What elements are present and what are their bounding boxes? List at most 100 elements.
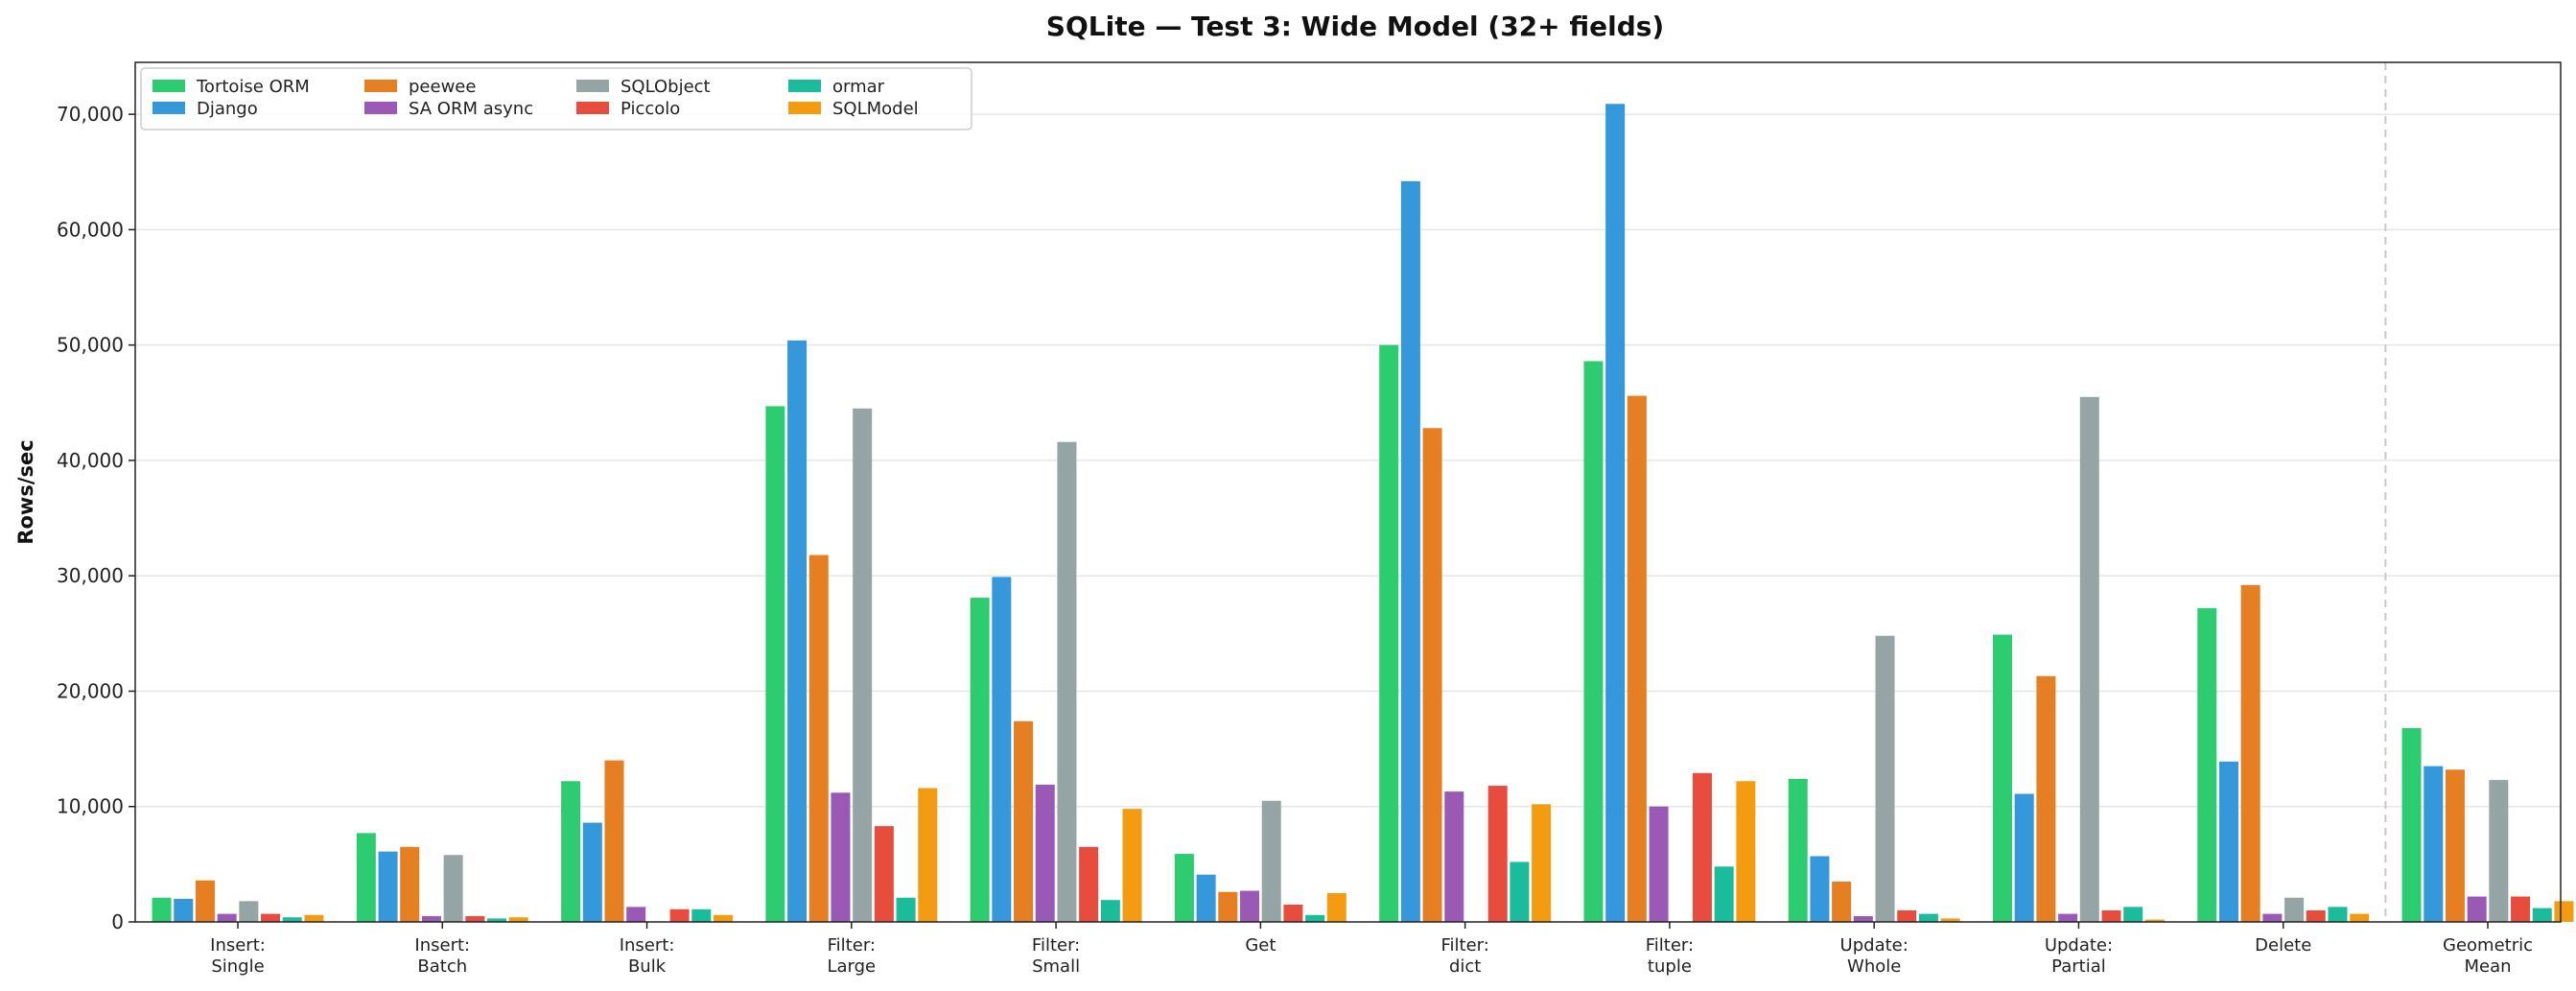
bar-peewee [808,554,829,922]
legend-swatch [364,102,397,114]
y-tick-label: 0 [111,910,124,933]
bar-sqlmodel [1940,918,1960,922]
bar-piccolo [261,913,281,922]
bar-sqlobject [1057,441,1077,922]
y-tick-label: 30,000 [57,564,124,587]
x-tick-label: Insert: [620,935,675,956]
bar-sqlmodel [1326,892,1347,922]
bar-sa-orm-async [217,913,237,922]
x-tick-label: Filter: [828,935,876,956]
y-tick-label: 40,000 [57,449,124,472]
y-axis-label: Rows/sec [14,439,37,544]
y-tick-label: 60,000 [57,218,124,241]
bar-tortoise-orm [2197,607,2217,922]
bar-django [787,340,808,922]
bar-sa-orm-async [2058,913,2078,922]
legend-swatch [364,80,397,92]
x-tick-label: Filter: [1646,935,1694,956]
x-tick-label: Delete [2255,935,2311,956]
bar-peewee [2445,769,2465,922]
bar-sa-orm-async [2467,896,2487,922]
bar-peewee [2036,675,2056,922]
chart-title: SQLite — Test 3: Wide Model (32+ fields) [1046,11,1664,42]
x-tick-label: Batch [417,956,467,977]
bar-sqlmodel [918,788,938,922]
y-tick-label: 50,000 [57,334,124,357]
bar-sa-orm-async [626,907,646,922]
bar-sqlmodel [713,914,733,922]
bar-django [2424,766,2444,922]
bar-tortoise-orm [1788,778,1808,922]
bar-sqlmodel [2350,913,2370,922]
bar-sa-orm-async [2262,913,2283,922]
y-tick-label: 10,000 [57,795,124,818]
bar-piccolo [1897,909,1917,922]
bar-tortoise-orm [152,897,172,922]
legend-label: Django [197,99,258,119]
bar-ormar [896,897,916,922]
x-tick-label: Insert: [210,935,266,956]
bar-ormar [1305,914,1325,922]
legend-label: SQLObject [621,77,711,97]
x-tick-label: Update: [1840,935,1909,956]
bar-peewee [604,760,624,922]
x-tick-label: Bulk [628,956,667,977]
bar-tortoise-orm [356,833,376,922]
bar-tortoise-orm [1583,361,1604,922]
bar-piccolo [2101,909,2121,922]
bar-django [174,898,194,922]
bar-sqlobject [853,408,873,922]
legend-label: SQLModel [832,99,919,119]
bar-piccolo [1487,786,1508,922]
bar-django [2218,761,2238,922]
bar-ormar [1918,913,1938,922]
legend-box [140,67,972,130]
bar-sqlobject [2284,897,2305,922]
bar-peewee [1627,395,1647,923]
legend-label: ormar [832,77,885,97]
x-tick-label: Get [1245,935,1276,956]
axes: 0 10,000 20,000 30,000 40,000 50,000 60,000 70,… [57,61,2562,977]
bar-django [1196,874,1216,922]
bar-sqlmodel [2144,919,2165,922]
bar-sqlobject [2079,396,2099,922]
bar-sqlmodel [2554,901,2574,922]
bar-sqlobject [443,855,463,922]
legend-label: SA ORM async [409,99,533,119]
bar-piccolo [1283,904,1303,922]
bar-django [1605,104,1626,923]
bar-tortoise-orm [1379,344,1399,922]
bar-sqlmodel [1122,809,1142,922]
legend-swatch [152,80,185,92]
plot-frame [134,61,2562,923]
bar-ormar [2123,907,2143,922]
x-tick-label: Mean [2464,956,2511,977]
legend-label: Piccolo [621,99,680,119]
x-tick-label: Insert: [414,935,470,956]
bar-sqlobject [1261,800,1281,922]
bar-ormar [691,908,712,922]
legend-swatch [576,80,609,92]
x-tick-label: Partial [2051,956,2106,977]
gridlines [135,62,2561,922]
legend-swatch [788,102,821,114]
bar-django [1400,180,1420,922]
bar-tortoise-orm [1174,854,1194,922]
bar-tortoise-orm [970,598,990,922]
bar-piccolo [2511,896,2531,922]
x-tick-label: Filter: [1032,935,1080,956]
bar-ormar [1714,866,1734,922]
bar-sqlmodel [1736,781,1756,922]
bar-peewee [1014,720,1034,922]
x-tick-label: Small [1032,956,1080,977]
bar-sqlmodel [508,917,528,922]
bar-piccolo [874,826,894,922]
bar-django [2014,793,2034,922]
bar-django [1810,856,1830,922]
x-tick-label: Whole [1847,956,1901,977]
bars [152,104,2574,923]
bar-sqlobject [2489,780,2509,922]
bar-peewee [1832,881,1852,922]
